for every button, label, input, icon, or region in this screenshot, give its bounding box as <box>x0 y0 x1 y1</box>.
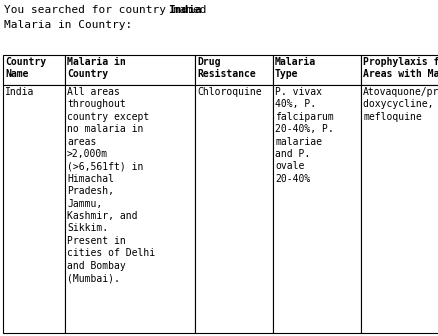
Text: Prophylaxis for
Areas with Malaria: Prophylaxis for Areas with Malaria <box>363 57 438 79</box>
Bar <box>65 85 195 333</box>
Bar <box>3 55 65 85</box>
Bar <box>361 55 438 85</box>
Bar <box>65 55 195 85</box>
Text: You searched for country named: You searched for country named <box>4 5 213 15</box>
Text: P. vivax
40%, P.
falciparum
20-40%, P.
malariae
and P.
ovale
20-40%: P. vivax 40%, P. falciparum 20-40%, P. m… <box>275 87 334 184</box>
Text: Malaria in
Country: Malaria in Country <box>67 57 126 79</box>
Text: Atovaquone/proguanil,
doxycycline, or
mefloquine: Atovaquone/proguanil, doxycycline, or me… <box>363 87 438 122</box>
Text: All areas
throughout
country except
no malaria in
areas
>2,000m
(>6,561ft) in
Hi: All areas throughout country except no m… <box>67 87 155 283</box>
Bar <box>3 85 65 333</box>
Text: Malaria
Type: Malaria Type <box>275 57 316 79</box>
Text: Drug
Resistance: Drug Resistance <box>197 57 256 79</box>
Bar <box>195 55 273 85</box>
Text: Country
Name: Country Name <box>5 57 46 79</box>
Text: Chloroquine: Chloroquine <box>197 87 261 97</box>
Bar <box>273 85 361 333</box>
Bar <box>195 85 273 333</box>
Text: India: India <box>5 87 34 97</box>
Bar <box>361 85 438 333</box>
Text: India: India <box>168 5 202 15</box>
Bar <box>273 55 361 85</box>
Text: Malaria in Country:: Malaria in Country: <box>4 20 132 30</box>
